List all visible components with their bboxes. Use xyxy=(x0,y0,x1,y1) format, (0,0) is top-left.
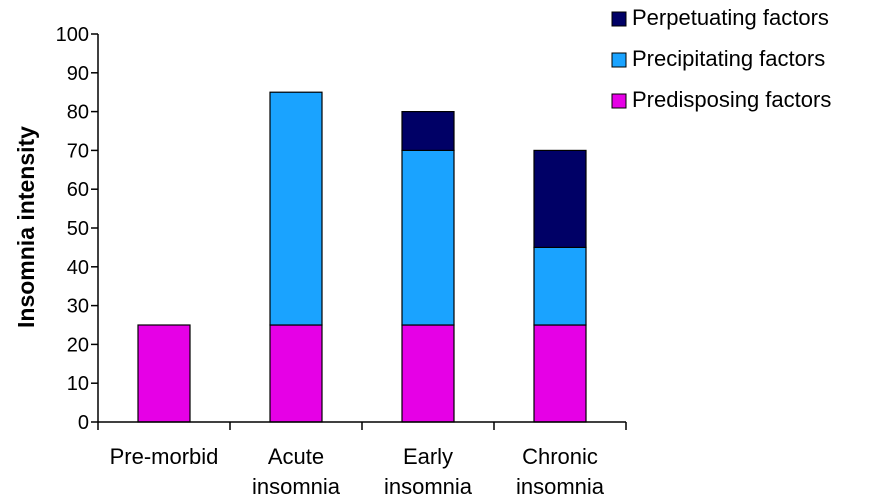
bar-segment-precipitating-factors xyxy=(402,150,454,325)
legend-swatch xyxy=(612,53,626,67)
bar-segment-predisposing-factors xyxy=(534,325,586,422)
bar-segment-perpetuating-factors xyxy=(534,150,586,247)
y-tick-label: 30 xyxy=(67,296,89,318)
y-tick-label: 80 xyxy=(67,102,89,124)
bars xyxy=(138,92,586,422)
legend: Perpetuating factors Precipitating factor… xyxy=(612,5,831,112)
bar-segment-precipitating-factors xyxy=(270,92,322,325)
x-tick-label: insomnia xyxy=(516,474,605,499)
x-tick-label: insomnia xyxy=(252,474,341,499)
x-tick-label: insomnia xyxy=(384,474,473,499)
y-tick-label: 90 xyxy=(67,63,89,85)
x-tick-label: Pre-morbid xyxy=(110,444,219,469)
y-tick-label: 10 xyxy=(67,373,89,395)
y-tick-label: 40 xyxy=(67,257,89,279)
x-tick-label: Chronic xyxy=(522,444,598,469)
y-tick-label: 0 xyxy=(78,412,89,434)
y-tick-label: 50 xyxy=(67,218,89,240)
x-axis: Pre-morbid Acute insomnia Early insomnia Chro… xyxy=(98,422,626,499)
legend-label: Perpetuating factors xyxy=(632,5,829,30)
bar-segment-predisposing-factors xyxy=(270,325,322,422)
x-tick-label: Early xyxy=(403,444,453,469)
legend-swatch xyxy=(612,94,626,108)
y-tick-label: 60 xyxy=(67,179,89,201)
y-axis-title: Insomnia intensity xyxy=(13,126,39,328)
y-axis: 0 10 20 30 40 50 60 70 80 90 100 xyxy=(56,24,98,434)
y-tick-label: 100 xyxy=(56,24,89,46)
x-tick-label: Acute xyxy=(268,444,324,469)
bar-segment-predisposing-factors xyxy=(402,325,454,422)
bar-segment-perpetuating-factors xyxy=(402,112,454,151)
legend-label: Predisposing factors xyxy=(632,87,831,112)
y-tick-label: 20 xyxy=(67,334,89,356)
bar-segment-predisposing-factors xyxy=(138,325,190,422)
legend-label: Precipitating factors xyxy=(632,46,825,71)
bar-segment-precipitating-factors xyxy=(534,247,586,325)
y-tick-label: 70 xyxy=(67,140,89,162)
legend-swatch xyxy=(612,12,626,26)
